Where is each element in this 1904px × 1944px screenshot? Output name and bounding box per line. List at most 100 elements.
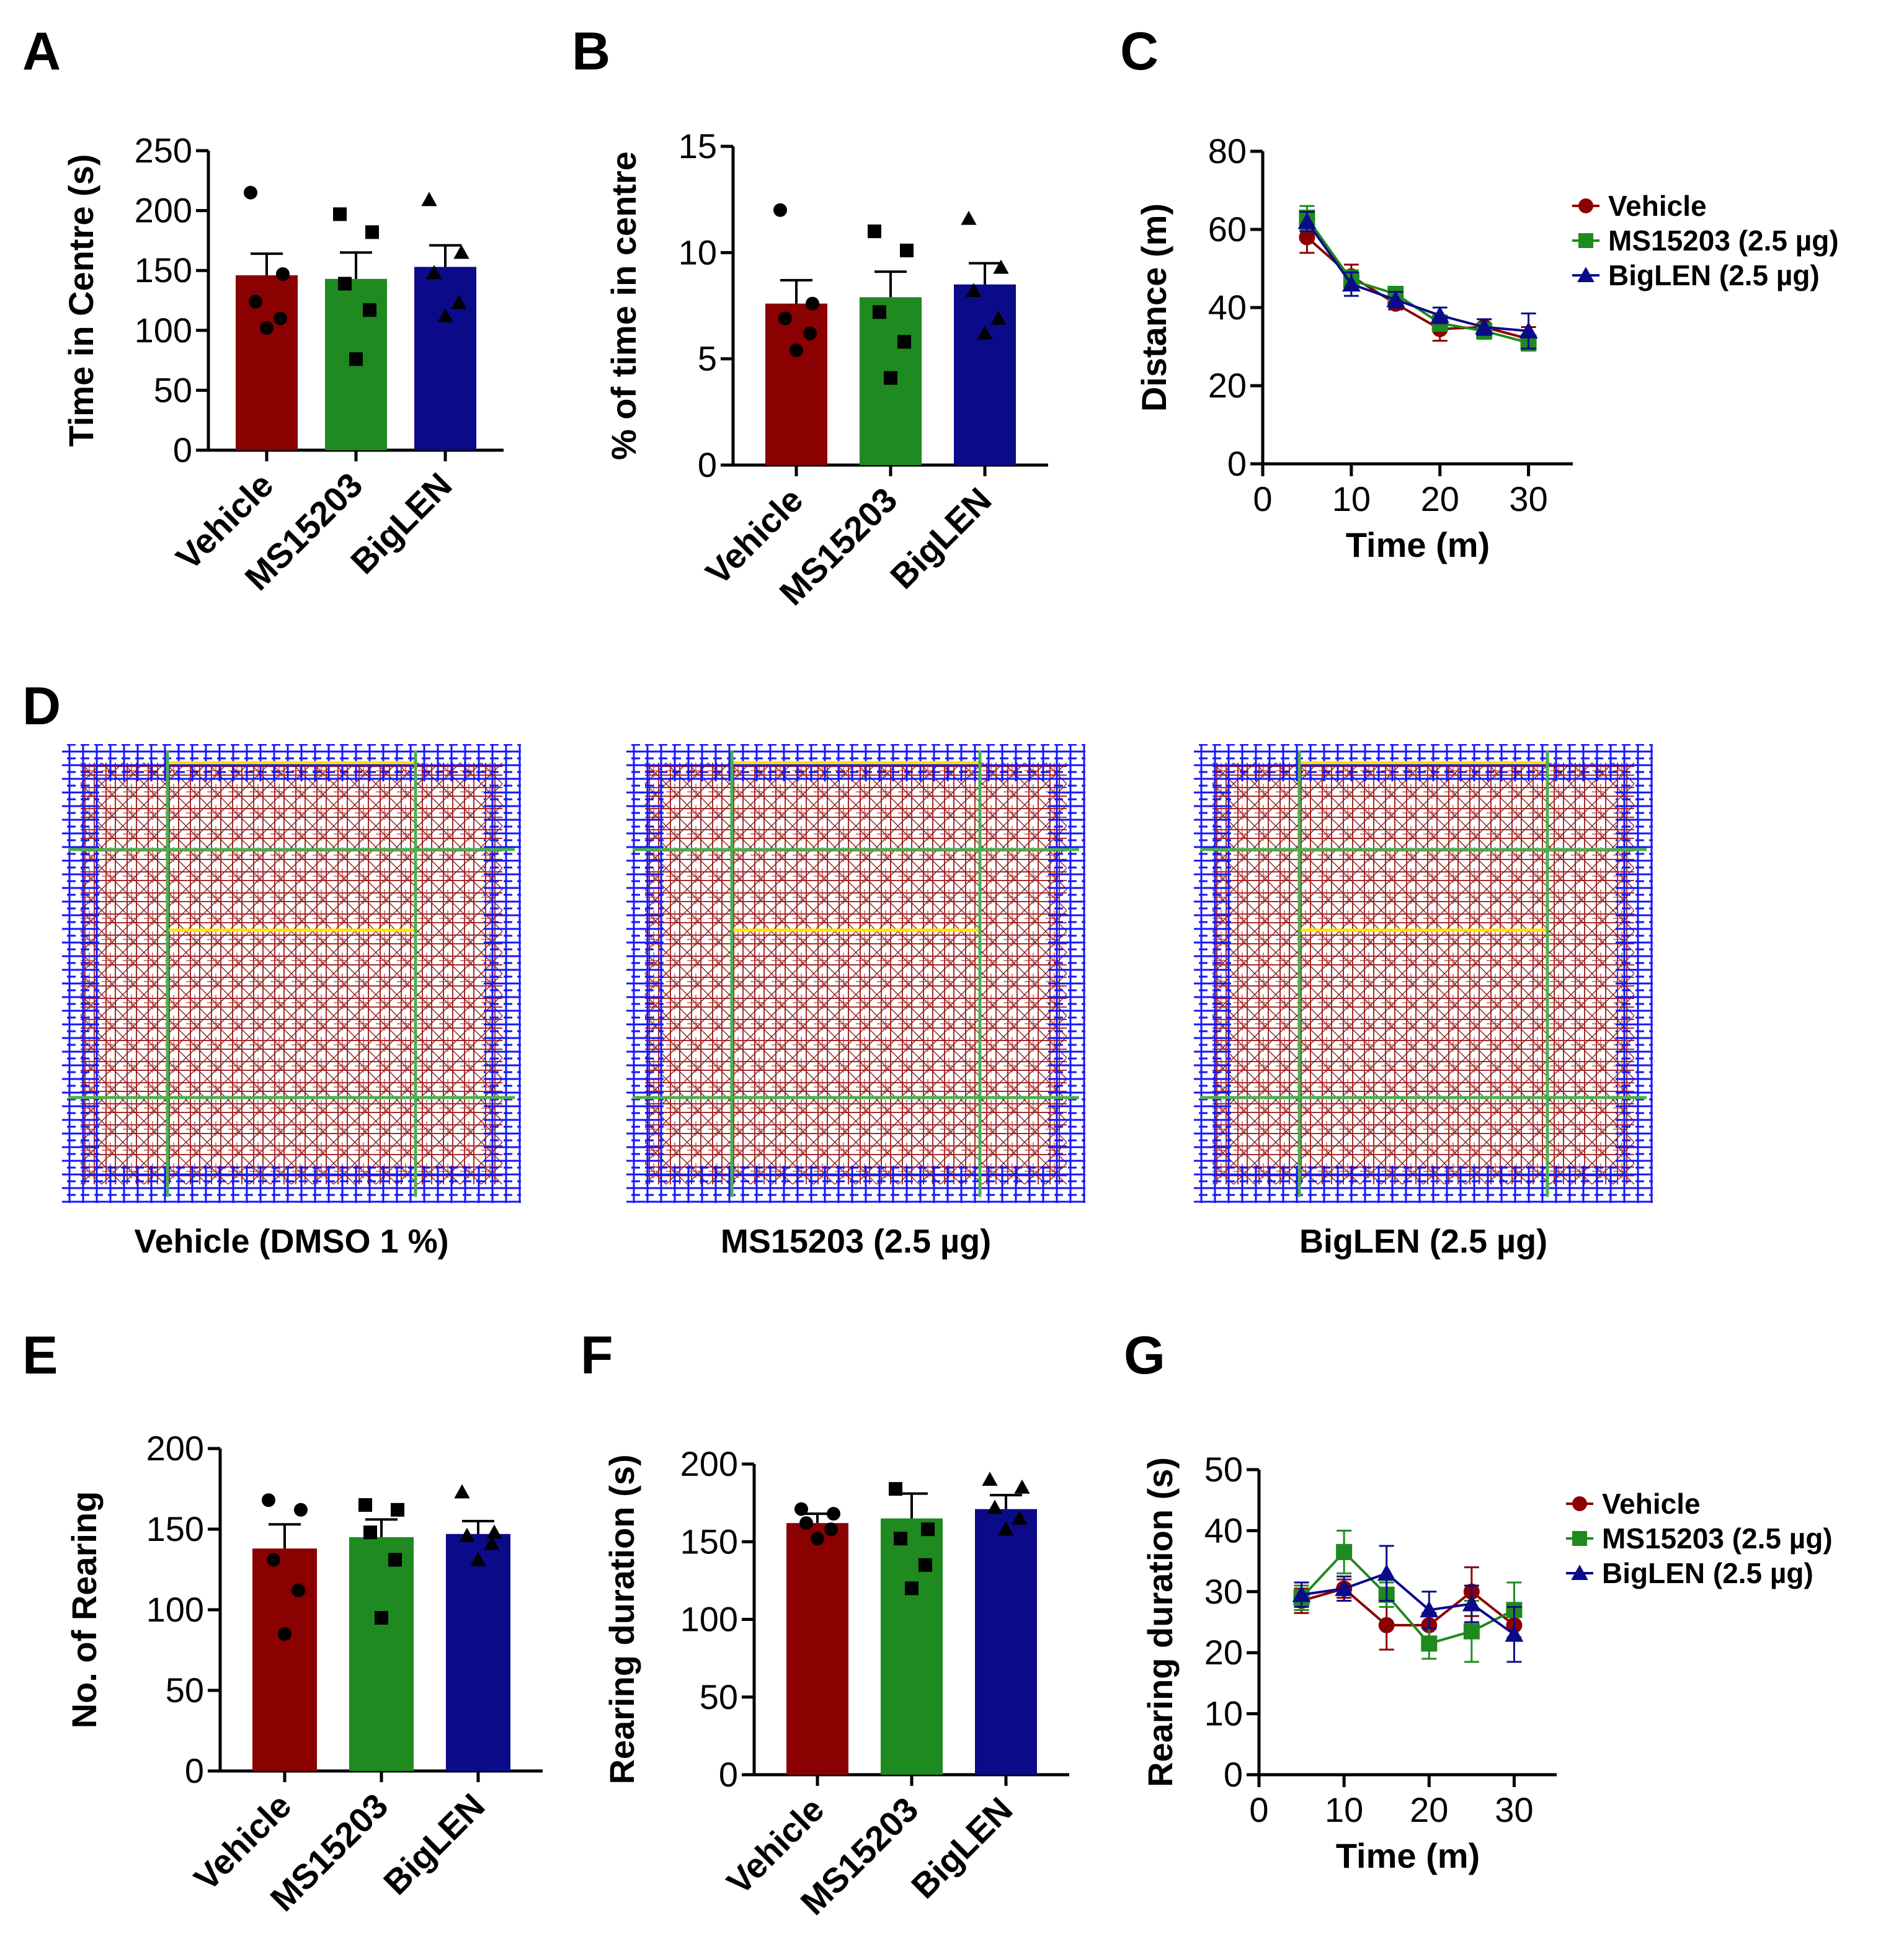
data-point <box>806 296 819 311</box>
zone-grid <box>68 750 515 1197</box>
legend-label: MS15203 (2.5 µg) <box>1602 1522 1833 1555</box>
data-point <box>1519 321 1538 339</box>
y-tick-label: 30 <box>1204 1572 1243 1611</box>
track-plot-ms15203 <box>626 744 1085 1203</box>
category-label: BigLEN <box>376 1786 492 1902</box>
data-point <box>358 1498 372 1512</box>
data-point <box>868 224 881 239</box>
category-label: BigLEN <box>883 480 999 597</box>
data-point <box>349 352 363 366</box>
y-tick-label: 10 <box>678 233 717 272</box>
data-point <box>1505 1625 1524 1642</box>
zone-grid <box>1200 750 1647 1197</box>
data-point <box>1430 306 1449 323</box>
y-axis-label: % of time in centre <box>604 151 643 460</box>
panel-label-b: B <box>572 22 610 81</box>
data-point <box>291 1583 305 1597</box>
data-point <box>993 259 1009 274</box>
bar-vehicle <box>252 1548 317 1771</box>
y-tick-label: 15 <box>678 126 717 166</box>
data-point <box>897 335 911 349</box>
y-tick-label: 50 <box>700 1677 738 1716</box>
series-line <box>1306 221 1529 332</box>
data-point <box>1297 212 1317 229</box>
data-point <box>811 1532 824 1546</box>
data-point <box>249 295 262 309</box>
data-point <box>873 305 886 319</box>
chart-c-distance: 0 20 40 60 80 Distance (m) 0 10 20 30 Time (m) Vehi… <box>1134 131 1839 564</box>
data-point <box>391 1502 404 1517</box>
bar-vehicle <box>786 1523 848 1775</box>
panel-label-a: A <box>22 22 61 81</box>
y-tick-label: 40 <box>1204 1511 1243 1550</box>
track-area <box>81 763 502 1184</box>
track-area <box>1212 763 1634 1184</box>
y-tick-label: 5 <box>698 339 717 378</box>
series-line <box>1306 216 1529 344</box>
y-tick-label: 200 <box>135 191 192 230</box>
data-point <box>484 1535 500 1550</box>
y-tick-label: 10 <box>1204 1694 1243 1733</box>
y-axis-label: Rearing duration (s) <box>1141 1457 1180 1787</box>
bar-ms15203 <box>349 1537 414 1771</box>
x-tick-label: 20 <box>1410 1790 1448 1829</box>
data-point <box>294 1502 308 1517</box>
data-point <box>894 1532 907 1546</box>
y-tick-label: 150 <box>680 1522 738 1561</box>
data-point <box>919 1558 932 1572</box>
x-tick-label: 10 <box>1332 479 1371 518</box>
data-point <box>799 1516 813 1530</box>
y-axis-label: Distance (m) <box>1134 203 1173 412</box>
category-label: BigLEN <box>904 1790 1020 1906</box>
data-point <box>794 1502 808 1516</box>
legend-label: Vehicle <box>1602 1488 1701 1520</box>
data-point <box>1463 1623 1480 1640</box>
data-point <box>1014 1479 1030 1494</box>
y-tick-label: 200 <box>680 1444 738 1483</box>
panel-label-c: C <box>1120 22 1159 81</box>
y-axis-label: Time in Centre (s) <box>61 154 100 447</box>
track-plot-biglen <box>1194 744 1653 1203</box>
data-point <box>884 371 897 385</box>
y-tick-label: 50 <box>154 370 192 409</box>
legend-label: Vehicle <box>1608 190 1707 222</box>
bar-biglen <box>446 1533 510 1771</box>
data-point <box>900 243 914 257</box>
data-point <box>453 244 469 259</box>
data-point <box>426 265 442 280</box>
panel-label-e: E <box>22 1326 58 1385</box>
y-tick-label: 250 <box>135 131 192 170</box>
data-point <box>961 210 977 225</box>
data-point <box>982 1471 998 1486</box>
data-point <box>1292 1585 1311 1602</box>
y-axis-label: No. of Rearing <box>65 1491 104 1729</box>
data-point <box>333 207 347 221</box>
data-point <box>1377 1564 1396 1581</box>
data-point <box>990 310 1007 325</box>
legend-marker <box>1578 233 1593 248</box>
y-axis-label: Rearing duration (s) <box>602 1454 641 1784</box>
data-point <box>267 1553 280 1567</box>
data-point <box>375 1611 388 1625</box>
data-point <box>276 267 290 281</box>
data-point <box>278 1627 291 1641</box>
data-point <box>274 311 287 326</box>
y-tick-label: 50 <box>166 1671 204 1710</box>
y-tick-label: 150 <box>135 251 192 290</box>
data-point <box>1386 290 1405 308</box>
data-point <box>363 303 376 317</box>
legend-marker <box>1578 198 1593 213</box>
y-tick-label: 0 <box>1224 1755 1243 1794</box>
x-tick-label: 30 <box>1509 479 1547 518</box>
y-tick-label: 0 <box>185 1751 204 1790</box>
chart-g-rearing-duration-time: 0 10 20 30 40 50 Rearing duration (s) 0 10 20 30 Ti… <box>1141 1450 1833 1875</box>
x-axis-label: Time (m) <box>1346 525 1490 564</box>
data-point <box>486 1524 502 1539</box>
data-point <box>454 1484 470 1499</box>
x-tick-label: 20 <box>1421 479 1459 518</box>
data-point <box>1462 1594 1481 1612</box>
data-point <box>338 277 352 291</box>
y-tick-label: 0 <box>173 430 192 469</box>
x-tick-label: 0 <box>1253 479 1272 518</box>
